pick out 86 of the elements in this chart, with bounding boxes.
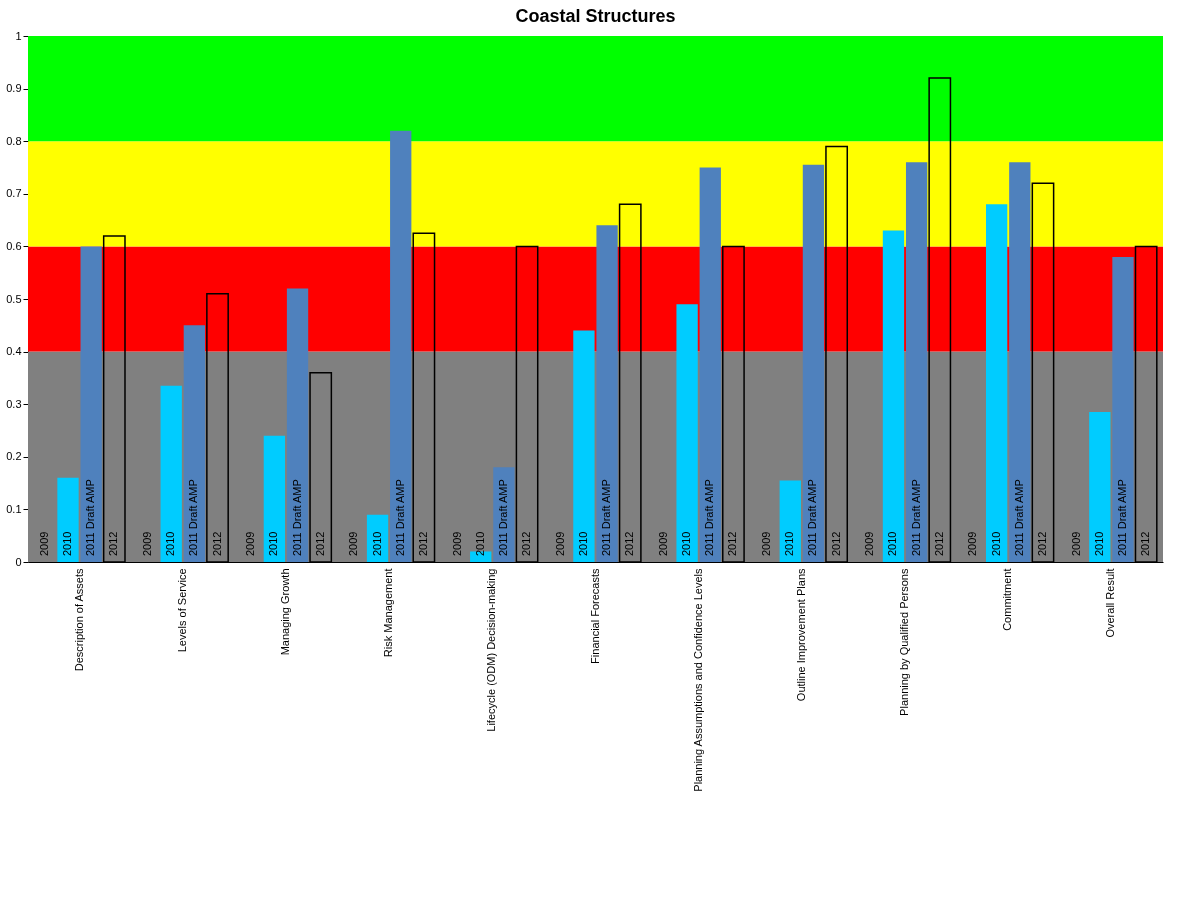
bar — [779, 480, 801, 562]
bar — [183, 325, 206, 562]
text: 2012 — [107, 531, 120, 556]
bar — [905, 162, 928, 562]
text: 2009 — [966, 531, 979, 556]
text: 2010 — [783, 531, 796, 556]
y-tick-label: 0.6 — [6, 239, 22, 252]
text: 2011 Draft AMP — [1012, 479, 1025, 556]
text: 2012 — [932, 531, 945, 556]
bar — [573, 330, 595, 562]
bar — [57, 477, 79, 562]
x-tick-label: Lifecycle (ODM) Decision-making — [485, 568, 498, 732]
text: 2011 Draft AMP — [806, 479, 819, 556]
text: 2009 — [244, 531, 257, 556]
bar — [1112, 256, 1134, 562]
y-tick-label: 0.7 — [6, 187, 22, 200]
x-tick-label: Overall Result — [1104, 568, 1117, 638]
text: 2011 Draft AMP — [496, 479, 509, 556]
text: 2009 — [553, 531, 566, 556]
text: 2012 — [313, 531, 326, 556]
bar — [699, 167, 721, 562]
bar — [1089, 412, 1111, 562]
y-tick-label: 0.2 — [6, 450, 22, 463]
text: 2012 — [1035, 531, 1048, 556]
text: 2012 — [726, 531, 739, 556]
bar — [286, 288, 309, 562]
y-tick-label: 0.8 — [6, 134, 22, 147]
x-tick-label: Description of Assets — [72, 568, 85, 672]
x-tick-label: Planning Assumptions and Confidence Levels — [691, 568, 704, 792]
text: 2010 — [473, 531, 486, 556]
text: 2011 Draft AMP — [909, 479, 922, 556]
text: 2012 — [623, 531, 636, 556]
y-tick-label: 0.3 — [6, 397, 22, 410]
text: 2012 — [829, 531, 842, 556]
x-tick-label: Managing Growth — [278, 568, 291, 656]
text: 2011 Draft AMP — [290, 479, 303, 556]
text: 2009 — [1069, 531, 1082, 556]
text: 2009 — [37, 531, 50, 556]
series-label: 2010 — [267, 531, 280, 556]
x-tick-label: Planning by Qualified Persons — [898, 568, 911, 716]
text: 2010 — [886, 531, 899, 556]
bar — [596, 225, 618, 562]
text: 2009 — [760, 531, 773, 556]
y-tick-label: 1 — [15, 29, 22, 42]
text: 2011 Draft AMP — [393, 479, 406, 556]
text: 2012 — [1139, 531, 1152, 556]
text: 2012 — [210, 531, 223, 556]
x-tick-label: Outline Improvement Plans — [794, 568, 807, 702]
text: 2010 — [576, 531, 589, 556]
text: 2010 — [1092, 531, 1105, 556]
bar — [390, 130, 412, 562]
text: 2011 Draft AMP — [84, 479, 97, 556]
bar — [985, 204, 1008, 562]
y-tick-label: 0.4 — [6, 345, 22, 358]
text: 2011 Draft AMP — [187, 479, 200, 556]
text: 2012 — [416, 531, 429, 556]
y-tick-label: 0.1 — [6, 502, 22, 515]
bar — [160, 385, 182, 562]
y-tick-label: 0 — [15, 555, 22, 568]
x-tick-label: Commitment — [1001, 568, 1014, 631]
bar — [263, 435, 286, 562]
text: 2009 — [141, 531, 154, 556]
y-tick-label: 0.5 — [6, 292, 22, 305]
text: 2009 — [656, 531, 669, 556]
text: 2010 — [680, 531, 693, 556]
text: 2011 Draft AMP — [1115, 479, 1128, 556]
text: 2010 — [370, 531, 383, 556]
x-tick-label: Risk Management — [382, 568, 395, 658]
series-label: 2011 Draft AMP — [703, 479, 716, 556]
text: 2009 — [450, 531, 463, 556]
chart-title: Coastal Structures — [515, 6, 676, 26]
x-tick-label: Financial Forecasts — [588, 568, 601, 664]
text: 2009 — [347, 531, 360, 556]
bar — [80, 246, 102, 562]
bar — [1009, 162, 1031, 562]
text: 2012 — [520, 531, 533, 556]
bar — [676, 304, 698, 562]
bar — [882, 230, 905, 562]
text: 2011 Draft AMP — [600, 479, 613, 556]
bar — [802, 164, 825, 562]
text: 2009 — [863, 531, 876, 556]
text: 2010 — [61, 531, 74, 556]
text: 2010 — [989, 531, 1002, 556]
x-tick-label: Levels of Service — [175, 568, 188, 653]
y-tick-label: 0.9 — [6, 82, 22, 95]
text: 2010 — [164, 531, 177, 556]
